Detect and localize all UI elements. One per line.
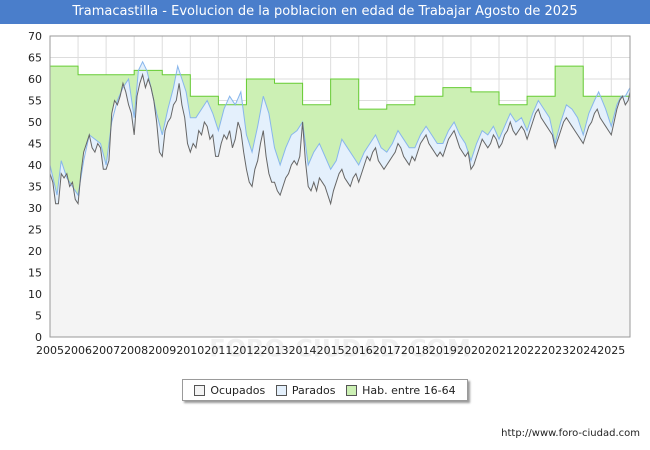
y-tick-label: 20 — [28, 245, 42, 258]
x-tick-label: 2011 — [204, 344, 232, 357]
x-tick-label: 2023 — [541, 344, 569, 357]
legend-label-ocupados: Ocupados — [210, 383, 266, 397]
y-tick-label: 65 — [28, 52, 42, 65]
legend-swatch-hab — [346, 384, 358, 396]
y-tick-label: 35 — [28, 181, 42, 194]
y-tick-label: 0 — [35, 331, 42, 344]
legend-item-hab: Hab. entre 16-64 — [346, 384, 456, 397]
x-tick-label: 2006 — [64, 344, 92, 357]
x-tick-label: 2021 — [485, 344, 513, 357]
x-tick-label: 2022 — [513, 344, 541, 357]
x-tick-label: 2017 — [373, 344, 401, 357]
chart-title: Tramacastilla - Evolucion de la poblacio… — [72, 4, 578, 19]
y-tick-label: 45 — [28, 138, 42, 151]
legend-item-parados: Parados — [275, 383, 336, 397]
x-tick-label: 2024 — [569, 344, 597, 357]
y-tick-label: 50 — [28, 116, 42, 129]
legend-item-ocupados: Ocupados — [194, 384, 265, 397]
legend-label-hab: Hab. entre 16-64 — [362, 383, 456, 397]
x-tick-label: 2019 — [429, 344, 457, 357]
x-tick-label: 2014 — [289, 344, 317, 357]
hab-line — [50, 65, 630, 110]
legend-swatch-ocupados — [194, 384, 206, 396]
x-tick-label: 2020 — [457, 344, 485, 357]
x-tick-label: 2025 — [597, 344, 625, 357]
x-tick-label: 2007 — [92, 344, 120, 357]
chart-title-bar: Tramacastilla - Evolucion de la poblacio… — [0, 0, 650, 24]
source-link[interactable]: http://www.foro-ciudad.com — [501, 428, 640, 439]
y-tick-label: 10 — [28, 288, 42, 301]
chart-area: FORO-CIUDAD.COM0510152025303540455055606… — [28, 30, 631, 360]
y-tick-label: 40 — [28, 159, 42, 172]
y-tick-label: 55 — [28, 95, 42, 108]
x-tick-label: 2016 — [345, 344, 373, 357]
legend: Ocupados Parados Hab. entre 16-64 — [182, 379, 468, 401]
y-tick-label: 30 — [28, 202, 42, 215]
y-tick-label: 60 — [28, 73, 42, 86]
x-tick-label: 2010 — [176, 344, 204, 357]
parados-line — [49, 60, 631, 197]
legend-label-parados: Parados — [291, 383, 336, 397]
watermark-text: FORO-CIUDAD.COM — [209, 334, 471, 360]
y-tick-label: 15 — [28, 267, 42, 280]
y-tick-label: 25 — [28, 224, 42, 237]
plot-border — [49, 35, 631, 338]
x-tick-label: 2008 — [120, 344, 148, 357]
x-tick-label: 2009 — [148, 344, 176, 357]
x-tick-label: 2013 — [261, 344, 289, 357]
ocupados-area — [50, 74, 630, 337]
x-tick-label: 2018 — [401, 344, 429, 357]
x-tick-label: 2005 — [36, 344, 64, 357]
legend-swatch-parados — [275, 384, 287, 396]
x-tick-label: 2015 — [317, 344, 345, 357]
y-tick-label: 5 — [35, 310, 42, 323]
ocupados-line — [49, 72, 631, 206]
x-tick-label: 2012 — [232, 344, 260, 357]
y-tick-label: 70 — [28, 30, 42, 43]
